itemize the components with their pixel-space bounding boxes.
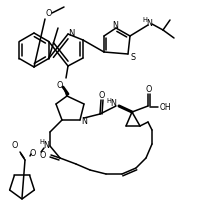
Text: N: N xyxy=(43,141,49,151)
Polygon shape xyxy=(63,87,68,96)
Text: O: O xyxy=(56,81,63,89)
Text: N: N xyxy=(110,99,115,108)
Text: O: O xyxy=(145,85,151,94)
Text: N: N xyxy=(68,29,74,37)
Text: O: O xyxy=(46,10,52,19)
Text: O: O xyxy=(98,91,105,99)
Text: S: S xyxy=(130,53,135,62)
Text: N: N xyxy=(81,118,87,127)
Text: H: H xyxy=(142,17,147,23)
Text: OH: OH xyxy=(159,102,171,111)
Text: O: O xyxy=(12,141,18,151)
Text: N: N xyxy=(145,19,151,27)
Text: H: H xyxy=(39,139,44,145)
Text: O: O xyxy=(40,151,46,160)
Text: O: O xyxy=(30,148,36,157)
Text: N: N xyxy=(111,20,117,29)
Text: H: H xyxy=(106,98,111,104)
